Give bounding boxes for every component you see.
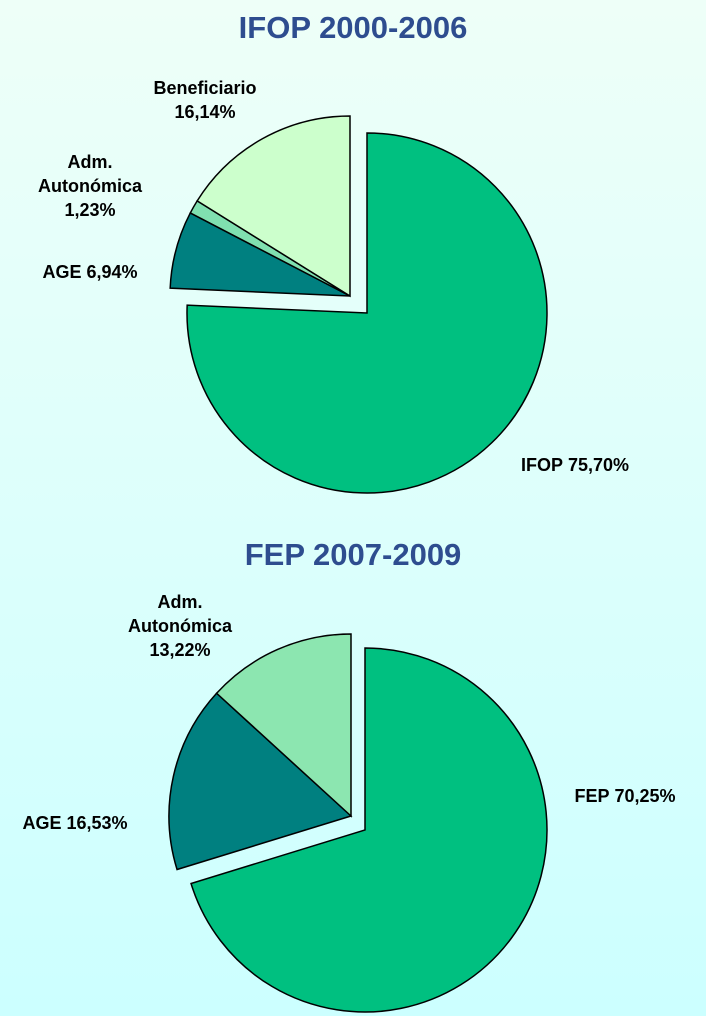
slice-name: AGE xyxy=(22,813,62,833)
slice-label: FEP 70,25% xyxy=(525,784,706,808)
slice-value: 16,14% xyxy=(174,102,236,122)
pie-slice xyxy=(186,132,548,494)
chart-title: IFOP 2000-2006 xyxy=(238,10,468,45)
slice-name: AGE xyxy=(42,262,82,282)
slice-value: 16,53% xyxy=(66,813,128,833)
slice-label: Adm. Autonómica 1,23% xyxy=(10,150,170,222)
slice-label: AGE 6,94% xyxy=(0,260,190,284)
slice-label: Beneficiario 16,14% xyxy=(125,76,285,124)
pie-slice xyxy=(215,633,352,818)
slice-name: Beneficiario xyxy=(153,78,257,98)
slice-name: IFOP xyxy=(520,455,563,475)
slice-value: 1,23% xyxy=(64,200,116,220)
slice-label: AGE 16,53% xyxy=(0,811,175,835)
slice-value: 75,70% xyxy=(567,455,630,475)
slice-label: IFOP 75,70% xyxy=(475,453,675,477)
slice-value: 6,94% xyxy=(86,262,138,282)
pie-slice xyxy=(168,692,353,871)
slice-label: Adm. Autonómica 13,22% xyxy=(100,590,260,662)
slice-value: 70,25% xyxy=(614,786,676,806)
slice-value: 13,22% xyxy=(149,640,211,660)
slice-name: Adm. Autonómica xyxy=(37,152,142,196)
slice-name: FEP xyxy=(574,786,610,806)
pie-slice xyxy=(190,647,548,1013)
pie-slice xyxy=(196,115,351,298)
chart-title: FEP 2007-2009 xyxy=(244,537,462,572)
slice-name: Adm. Autonómica xyxy=(127,592,232,636)
